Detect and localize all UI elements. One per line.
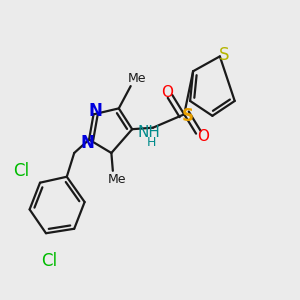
Text: NH: NH [137,125,160,140]
Text: N: N [81,134,94,152]
Text: H: H [147,136,156,149]
Text: S: S [218,46,229,64]
Text: Me: Me [128,72,146,85]
Text: S: S [182,107,194,125]
Text: Me: Me [108,172,127,186]
Text: Cl: Cl [13,162,29,180]
Text: N: N [89,102,103,120]
Text: O: O [197,129,209,144]
Text: O: O [161,85,173,100]
Text: Cl: Cl [41,253,57,271]
